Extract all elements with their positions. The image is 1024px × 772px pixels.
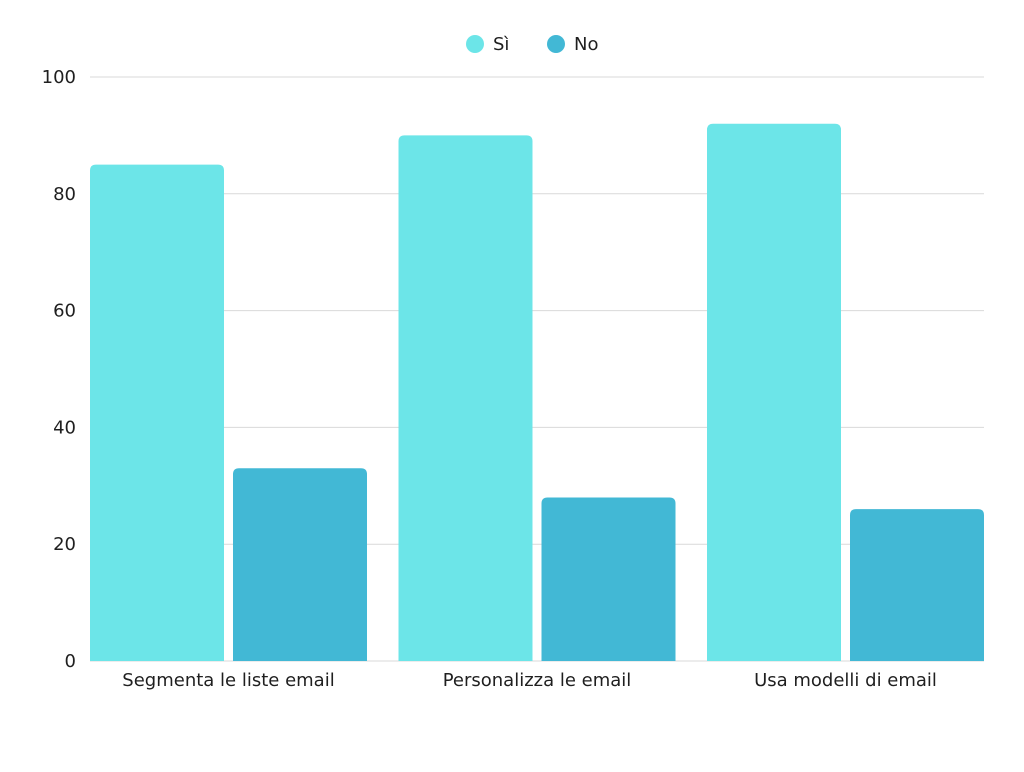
- bar-si-0: [90, 164, 224, 661]
- bar-no-0: [233, 468, 367, 661]
- y-tick-label: 20: [53, 534, 76, 555]
- legend-label-si: Sì: [493, 34, 509, 55]
- x-tick-label: Usa modelli di email: [754, 670, 937, 691]
- bar-no-2: [850, 509, 984, 661]
- y-axis: 0 20 40 60 80 100: [42, 67, 76, 672]
- x-axis: Segmenta le liste email Personalizza le e…: [122, 670, 937, 691]
- x-tick-label: Personalizza le email: [443, 670, 632, 691]
- y-tick-label: 60: [53, 301, 76, 322]
- legend-label-no: No: [574, 34, 598, 55]
- y-tick-label: 100: [42, 67, 76, 88]
- legend: Sì No: [466, 34, 598, 55]
- bar-si-1: [398, 135, 533, 661]
- legend-swatch-no: [547, 35, 565, 53]
- x-tick-label: Segmenta le liste email: [122, 670, 334, 691]
- bars: [90, 123, 984, 662]
- legend-swatch-si: [466, 35, 484, 53]
- bar-no-1: [541, 497, 676, 661]
- bar-si-2: [707, 123, 841, 662]
- y-tick-label: 80: [53, 184, 76, 205]
- y-tick-label: 40: [53, 417, 76, 438]
- y-tick-label: 0: [65, 651, 76, 672]
- grid: [90, 76, 984, 662]
